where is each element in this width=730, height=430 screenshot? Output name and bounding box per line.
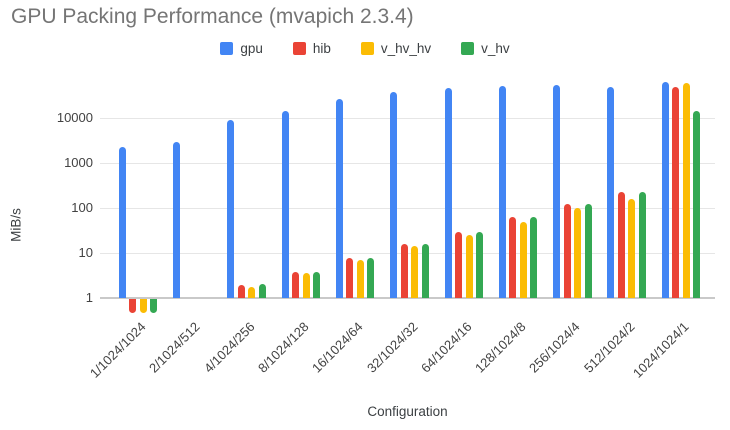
bar-gpu-4-1024-256[interactable] <box>227 120 235 298</box>
bar-gpu-32-1024-32[interactable] <box>390 91 398 298</box>
x-axis-baseline <box>100 297 715 299</box>
legend-swatch-v-hv-hv <box>360 42 374 55</box>
bar-hib-4-1024-256[interactable] <box>237 285 245 298</box>
bar-hib-1-1024-1024[interactable] <box>129 299 137 313</box>
bar-hib-256-1024-4[interactable] <box>563 204 571 298</box>
bar-gpu-1-1024-1024[interactable] <box>118 146 126 298</box>
bar-v-hv-8-1024-128[interactable] <box>313 271 321 298</box>
plot-area <box>100 75 715 313</box>
legend-item-v-hv[interactable]: v_hv <box>461 41 510 56</box>
y-tick-label-10000: 10000 <box>56 110 93 125</box>
gridline-1000 <box>100 163 715 164</box>
bar-v-hv-hv-4-1024-256[interactable] <box>248 286 256 298</box>
bar-v-hv-256-1024-4[interactable] <box>584 204 592 298</box>
legend-item-gpu[interactable]: gpu <box>220 41 263 56</box>
bar-gpu-128-1024-8[interactable] <box>498 85 506 298</box>
legend: gpu hib v_hv_hv v_hv <box>0 41 730 56</box>
bar-v-hv-1-1024-1024[interactable] <box>150 299 158 313</box>
legend-item-v-hv-hv[interactable]: v_hv_hv <box>360 41 432 56</box>
bar-v-hv-hv-64-1024-16[interactable] <box>465 235 473 298</box>
bar-v-hv-hv-1-1024-1024[interactable] <box>139 299 147 313</box>
bar-hib-8-1024-128[interactable] <box>292 271 300 298</box>
bar-v-hv-hv-8-1024-128[interactable] <box>302 272 310 298</box>
bar-v-hv-hv-32-1024-32[interactable] <box>411 246 419 298</box>
legend-label: gpu <box>240 41 263 56</box>
bar-hib-16-1024-64[interactable] <box>346 258 354 298</box>
legend-swatch-v-hv <box>461 42 475 55</box>
bar-v-hv-hv-512-1024-2[interactable] <box>628 198 636 298</box>
bar-v-hv-32-1024-32[interactable] <box>421 244 429 298</box>
y-tick-label-1000: 1000 <box>64 155 93 170</box>
bar-gpu-256-1024-4[interactable] <box>553 84 561 298</box>
y-tick-label-1: 1 <box>85 290 93 305</box>
bar-gpu-16-1024-64[interactable] <box>335 99 343 298</box>
bar-v-hv-128-1024-8[interactable] <box>530 217 538 298</box>
bar-hib-512-1024-2[interactable] <box>617 191 625 298</box>
legend-swatch-gpu <box>220 42 234 55</box>
bar-hib-64-1024-16[interactable] <box>455 231 463 298</box>
bar-hib-1024-1024-1[interactable] <box>672 87 680 298</box>
bar-v-hv-64-1024-16[interactable] <box>476 231 484 298</box>
chart-title: GPU Packing Performance (mvapich 2.3.4) <box>11 5 414 28</box>
y-axis-title: MiB/s <box>8 208 24 242</box>
gridline-100 <box>100 208 715 209</box>
bar-gpu-64-1024-16[interactable] <box>444 88 452 298</box>
legend-swatch-hib <box>292 42 306 55</box>
bar-v-hv-hv-1024-1024-1[interactable] <box>682 83 690 298</box>
legend-label: v_hv_hv <box>380 41 432 56</box>
bar-v-hv-4-1024-256[interactable] <box>258 284 266 298</box>
bar-v-hv-hv-16-1024-64[interactable] <box>356 259 364 298</box>
y-tick-label-100: 100 <box>71 200 93 215</box>
bar-hib-32-1024-32[interactable] <box>400 244 408 298</box>
legend-label: v_hv <box>481 41 510 56</box>
legend-label: hib <box>312 41 331 56</box>
gridline-10000 <box>100 118 715 119</box>
x-axis-title: Configuration <box>367 404 448 419</box>
bar-v-hv-16-1024-64[interactable] <box>367 258 375 298</box>
y-tick-label-10: 10 <box>78 245 93 260</box>
bar-gpu-1024-1024-1[interactable] <box>661 82 669 298</box>
legend-item-hib[interactable]: hib <box>292 41 331 56</box>
bar-v-hv-512-1024-2[interactable] <box>638 192 646 298</box>
bar-hib-128-1024-8[interactable] <box>509 217 517 298</box>
bar-v-hv-1024-1024-1[interactable] <box>693 111 701 298</box>
bar-gpu-512-1024-2[interactable] <box>607 86 615 298</box>
bar-v-hv-hv-256-1024-4[interactable] <box>574 208 582 298</box>
bar-v-hv-hv-128-1024-8[interactable] <box>519 221 527 298</box>
bar-gpu-8-1024-128[interactable] <box>281 111 289 298</box>
bar-gpu-2-1024-512[interactable] <box>173 141 181 298</box>
